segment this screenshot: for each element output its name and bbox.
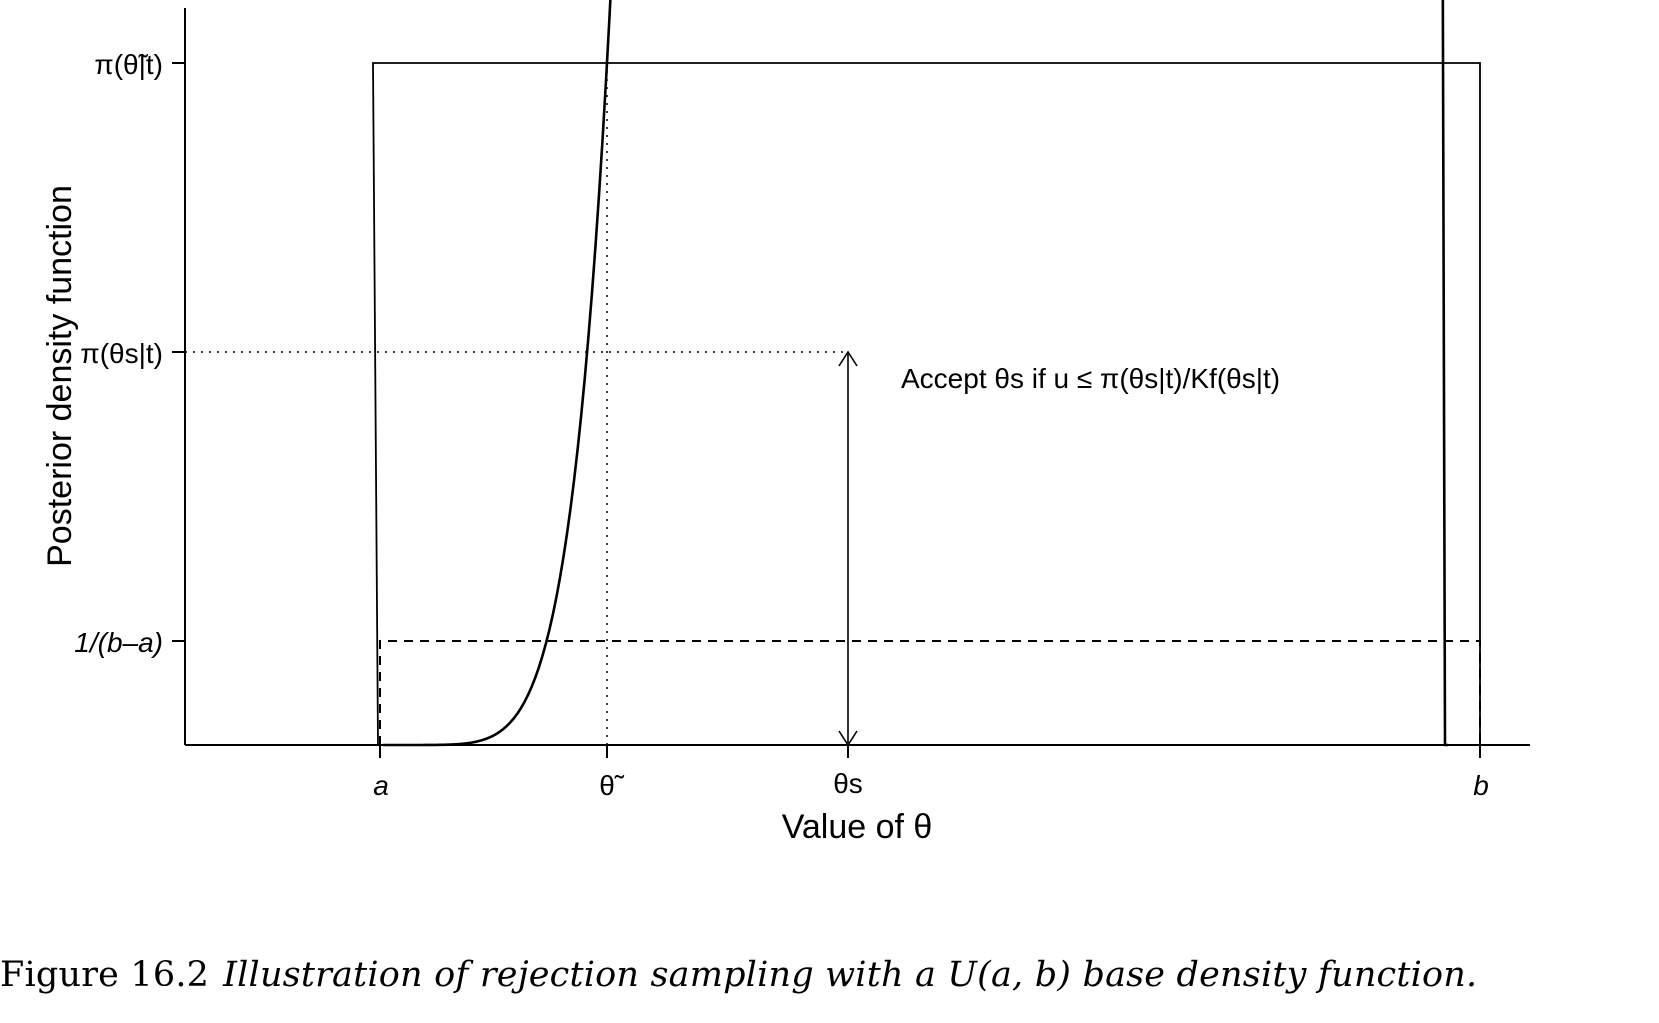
- y-axis-title: Posterior density function: [41, 185, 79, 567]
- posterior-density-curve: [383, 0, 1448, 747]
- caption-label: Figure 16.2: [0, 955, 210, 995]
- accept-annotation: Accept θs if u ≤ π(θs|t)/Kf(θs|t): [901, 363, 1280, 394]
- x-tick-label-theta-s: θs: [833, 768, 863, 799]
- caption-text: Illustration of rejection sampling with …: [223, 955, 1478, 995]
- envelope-rectangle: [372, 62, 1481, 746]
- y-tick-label-max: π(θ̃|t): [94, 49, 163, 80]
- x-tick-label-theta-tilde: θ̃: [599, 770, 625, 801]
- y-tick-label-uniform: 1/(b–a): [74, 627, 163, 658]
- x-tick-label-b: b: [1473, 770, 1489, 801]
- x-axis-title: Value of θ: [782, 808, 933, 846]
- figure-caption: Figure 16.2 Illustration of rejection sam…: [0, 955, 1659, 1015]
- theta-s-arrow: [838, 350, 858, 747]
- arrow-head-bottom: [838, 730, 858, 747]
- uniform-density-dashed: [379, 640, 1481, 745]
- arrow-head-top: [838, 350, 858, 367]
- x-tick-label-a: a: [373, 770, 389, 801]
- y-tick-label-theta-s: π(θs|t): [80, 338, 163, 369]
